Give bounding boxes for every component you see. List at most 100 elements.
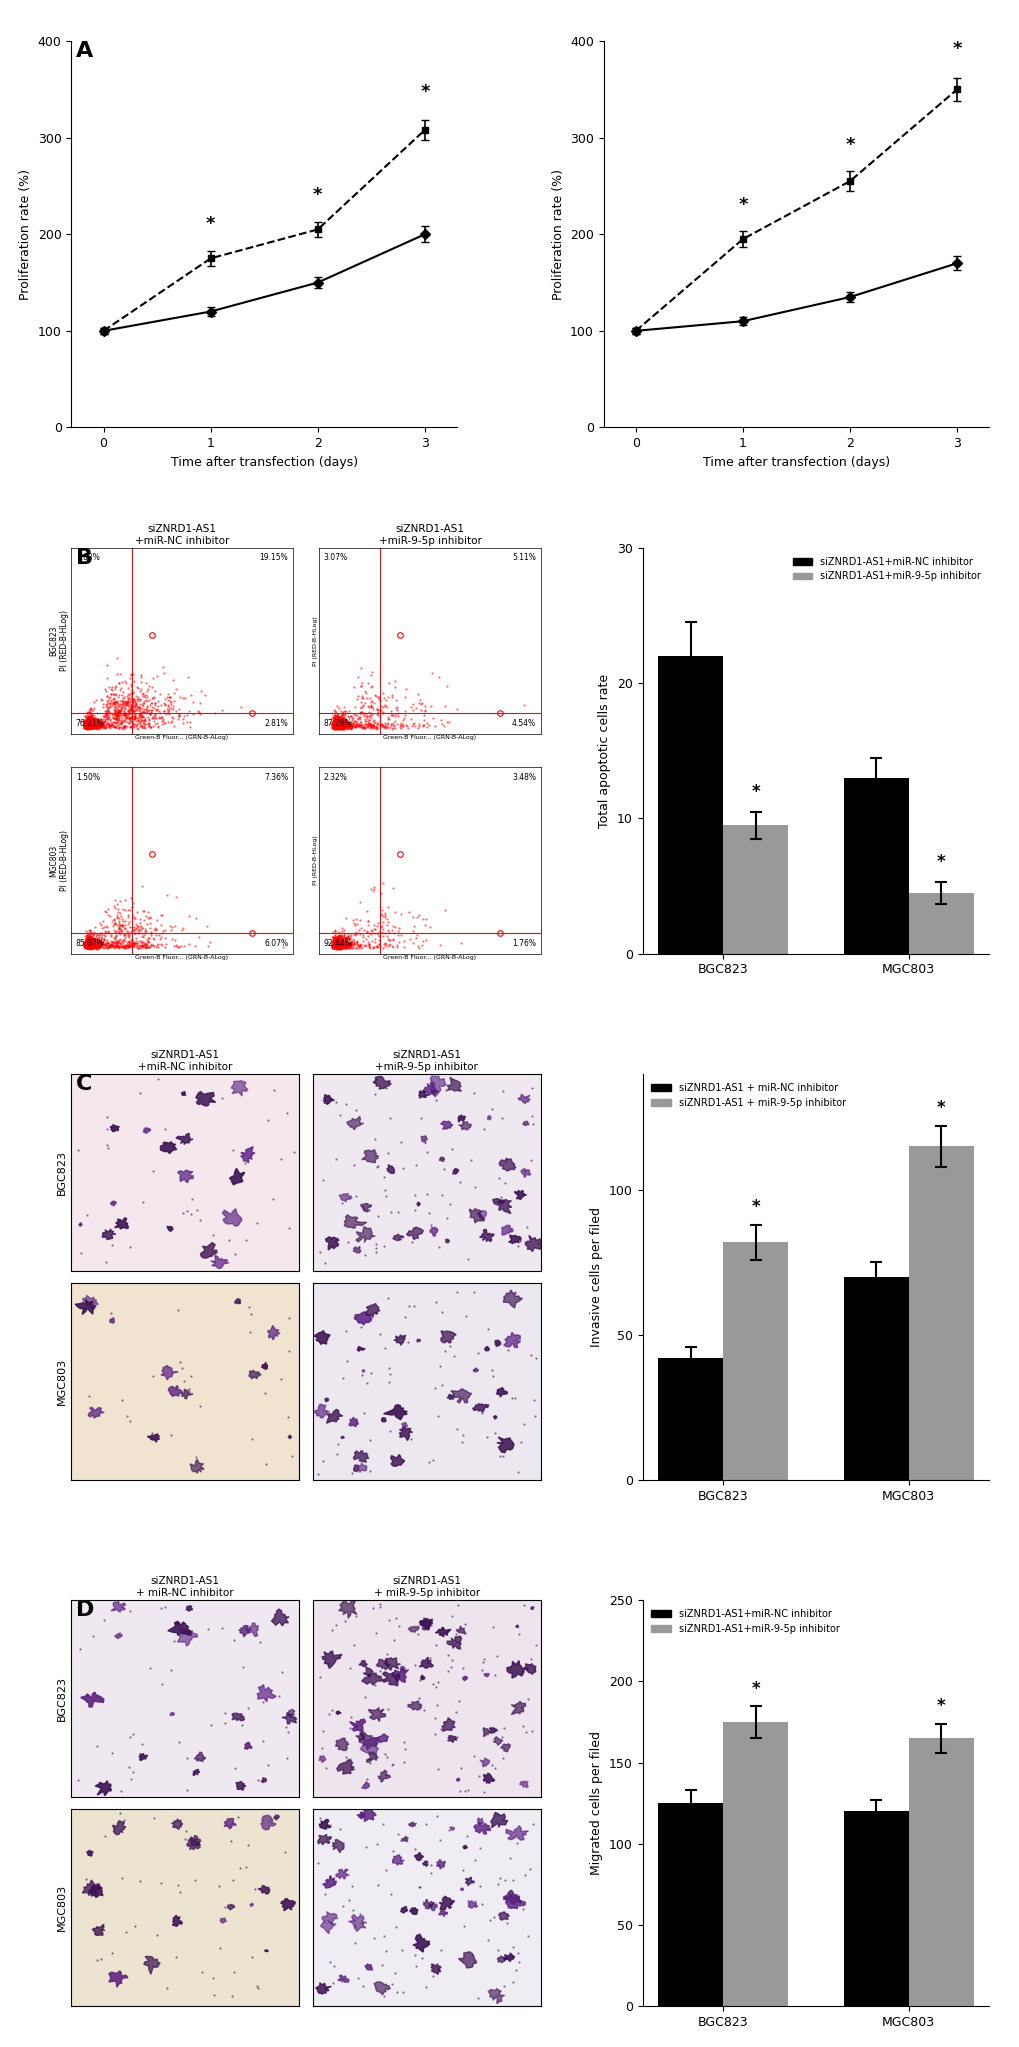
Point [92,917,108,950]
Point [86,927,102,960]
Point [361,1193,377,1226]
Point [329,706,345,739]
Point [328,708,344,741]
Point [346,704,363,737]
Point [79,696,96,729]
Point [107,710,123,743]
Point [516,1408,532,1441]
Point [121,927,138,960]
Point [91,710,107,743]
Point [331,927,347,960]
Text: *: * [738,197,747,215]
Point [171,700,187,733]
Point [125,708,142,741]
Point [81,927,97,960]
Polygon shape [459,1122,471,1130]
Point [83,704,99,737]
Point [77,708,94,741]
Point [99,649,115,682]
Point [491,1863,507,1896]
Point [102,696,118,729]
Point [345,698,362,731]
Point [113,704,129,737]
Point [82,929,98,962]
Point [252,1625,268,1658]
Point [118,927,135,960]
Point [79,708,96,741]
Point [346,929,363,962]
Point [330,706,346,739]
Point [95,708,111,741]
Polygon shape [177,1171,194,1183]
Point [135,1185,151,1218]
Point [346,710,363,743]
Point [415,708,431,741]
Point [328,704,344,737]
Point [395,702,412,735]
Point [328,708,344,741]
Point [81,710,97,743]
Point [327,923,343,956]
Point [330,931,346,964]
Point [101,682,117,714]
Point [339,927,356,960]
Point [353,708,369,741]
Point [79,927,96,960]
Point [427,1083,443,1116]
Point [81,708,97,741]
Point [81,704,97,737]
Point [87,708,103,741]
Point [130,915,147,948]
Point [90,929,106,962]
Point [110,698,126,731]
Point [338,702,355,735]
Point [329,708,345,741]
Point [97,702,113,735]
Point [79,710,96,743]
Point [119,680,136,712]
Point [163,706,179,739]
Point [330,708,346,741]
Point [139,694,155,727]
Point [81,708,97,741]
Point [88,704,104,737]
Point [97,700,113,733]
Point [126,927,143,960]
Point [442,1652,459,1685]
Point [331,931,347,964]
Point [329,931,345,964]
Point [474,1887,490,1920]
Polygon shape [438,1910,447,1916]
Point [122,678,139,710]
Point [335,708,352,741]
Point [323,931,339,964]
Point [399,1326,416,1359]
Point [102,929,118,962]
Point [104,1936,120,1969]
Polygon shape [401,1423,408,1427]
Point [376,708,392,741]
Point [98,927,114,960]
Point [382,708,398,741]
Point [99,698,115,731]
Point [328,925,344,958]
Point [359,1365,375,1398]
Point [79,708,96,741]
Point [78,925,95,958]
Point [363,710,379,743]
Point [116,917,132,950]
Point [330,927,346,960]
Polygon shape [497,1957,505,1963]
Point [84,931,100,964]
Point [78,929,95,962]
Point [78,927,95,960]
Point [114,698,130,731]
Point [497,1144,514,1177]
Point [141,708,157,741]
Point [77,706,94,739]
Polygon shape [315,1404,329,1419]
Point [84,704,100,737]
Point [105,698,121,731]
Point [343,710,360,743]
Point [114,686,130,718]
